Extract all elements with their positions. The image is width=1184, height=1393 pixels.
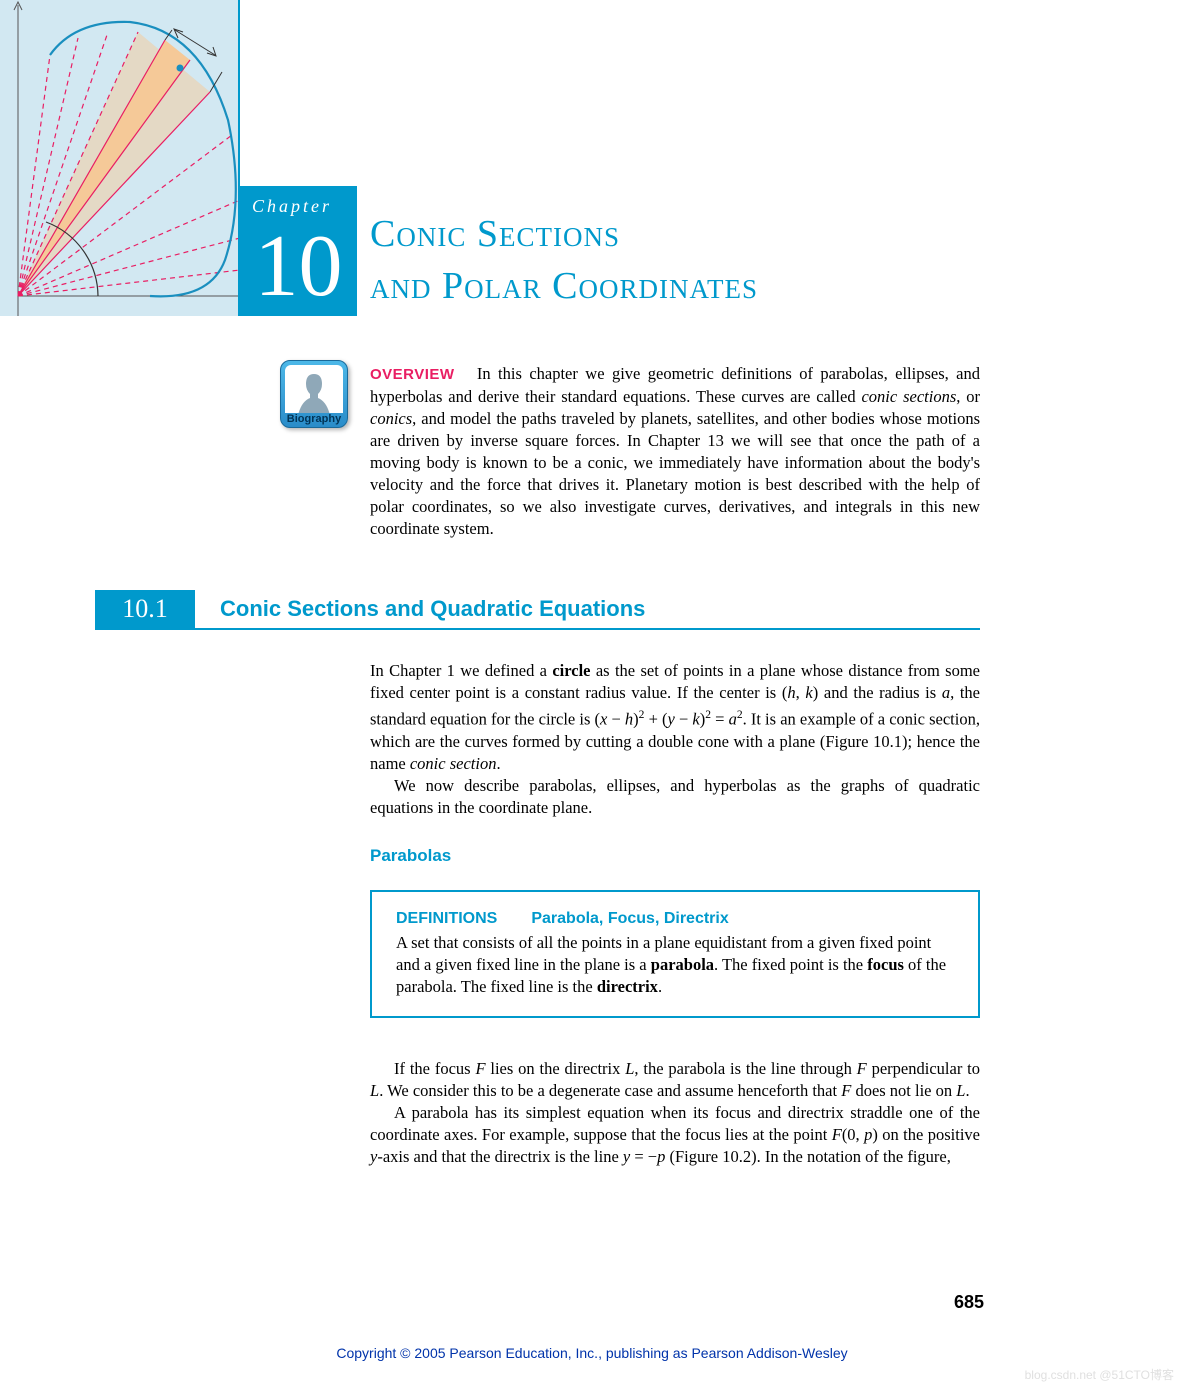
chapter-title-line1: Conic Sections [370,213,620,255]
biography-label: Biography [281,413,347,425]
section-number: 10.1 [95,590,195,628]
definition-terms: Parabola, Focus, Directrix [531,910,728,927]
definition-body: A set that consists of all the points in… [396,932,954,998]
chapter-title-line2: and Polar Coordinates [370,265,758,307]
biography-icon[interactable]: Biography [280,360,348,428]
chapter-number: 10 [240,222,357,312]
overview-text: In this chapter we give geometric defini… [370,364,980,538]
chapter-diagram [0,0,240,316]
body2-p1: If the focus F lies on the directrix L, … [370,1058,980,1102]
overview-paragraph: OVERVIEW In this chapter we give geometr… [370,363,980,540]
body2-p2: A parabola has its simplest equation whe… [370,1102,980,1168]
overview-label: OVERVIEW [370,366,455,383]
intro-paragraphs: In Chapter 1 we defined a circle as the … [370,660,980,819]
body-paragraphs-2: If the focus F lies on the directrix L, … [370,1058,980,1168]
chapter-header: Chapter 10 [0,0,357,316]
definition-label: DEFINITIONS [396,910,497,927]
section-title: Conic Sections and Quadratic Equations [220,596,645,622]
copyright-line: Copyright © 2005 Pearson Education, Inc.… [0,1345,1184,1361]
page-number: 685 [954,1292,984,1313]
chapter-badge: Chapter 10 [240,186,357,316]
chapter-title: Conic Sections and Polar Coordinates [370,208,758,312]
subheading-parabolas: Parabolas [370,846,451,866]
definition-box: DEFINITIONS Parabola, Focus, Directrix A… [370,890,980,1018]
intro-p2: We now describe parabolas, ellipses, and… [370,775,980,819]
intro-p1: In Chapter 1 we defined a circle as the … [370,660,980,775]
watermark: blog.csdn.net @51CTO博客 [1025,1366,1174,1383]
chapter-label: Chapter [240,186,357,217]
polar-diagram-svg [0,0,240,316]
section-header: 10.1 Conic Sections and Quadratic Equati… [95,590,980,630]
